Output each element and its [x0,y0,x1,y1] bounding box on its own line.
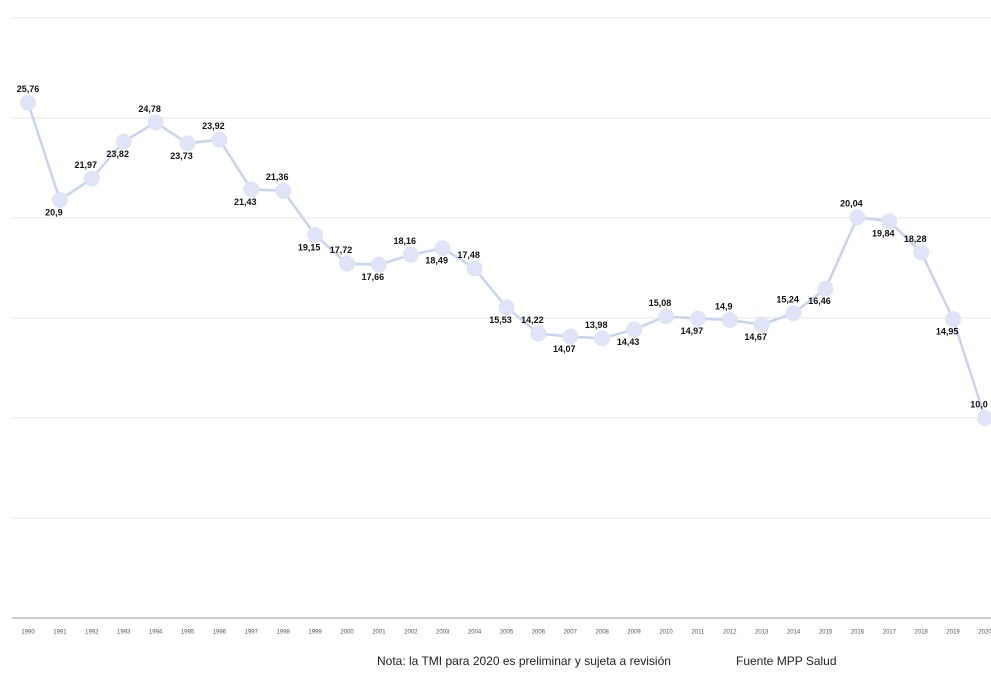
value-label: 21,43 [234,197,257,207]
point [562,328,579,345]
x-tick-label: 2003 [436,630,450,636]
x-tick-label: 1991 [53,630,67,636]
value-label: 15,24 [776,295,799,305]
x-tick-label: 1999 [308,630,322,636]
value-label: 13,98 [585,320,608,330]
point [594,330,611,347]
point [466,260,483,277]
x-tick-label: 2011 [691,630,705,636]
x-tick-label: 1995 [181,630,195,636]
x-tick-label: 1996 [213,630,227,636]
value-label: 15,08 [649,298,672,308]
x-tick-label: 2008 [596,630,610,636]
point [977,410,991,426]
point [243,181,260,198]
value-label: 21,36 [266,172,289,182]
point [498,299,515,316]
point [530,325,547,342]
value-label: 14,43 [617,337,640,347]
value-label: 23,82 [106,149,129,159]
point [881,213,898,230]
value-label: 19,15 [298,242,321,252]
value-label: 21,97 [75,160,98,170]
x-tick-label: 1993 [117,630,131,636]
point [51,192,68,208]
x-tick-label: 2001 [372,630,386,636]
point [913,244,930,261]
value-label: 14,67 [744,332,767,342]
point [147,114,164,131]
point [817,280,834,297]
value-label: 17,72 [330,245,353,255]
x-tick-label: 1992 [85,630,99,636]
point [945,311,962,327]
x-tick-label: 2005 [500,630,514,636]
value-label: 23,73 [170,151,193,161]
value-label: 14,9 [715,301,733,311]
point [83,170,100,187]
x-tick-label: 2007 [564,630,578,636]
source: Fuente MPP Salud [736,654,837,668]
value-label: 17,66 [362,272,385,282]
value-label: 23,92 [202,121,225,131]
value-label: 18,28 [904,234,927,244]
point [434,240,451,257]
point [753,316,770,333]
point [211,131,228,148]
x-tick-label: 1990 [21,630,35,636]
x-tick-label: 2018 [915,630,929,636]
point [115,133,132,150]
value-label: 10,0 [970,399,988,409]
x-tick-label: 2002 [404,630,418,636]
value-label: 25,76 [17,84,40,94]
value-label: 20,04 [840,199,863,209]
point [370,256,387,273]
x-tick-label: 2004 [468,630,482,636]
value-label: 19,84 [872,229,895,239]
x-tick-label: 1997 [245,630,259,636]
point [275,182,292,199]
x-tick-label: 2012 [723,630,737,636]
value-label: 14,07 [553,344,576,354]
x-tick-label: 2000 [340,630,354,636]
value-label: 14,95 [936,326,959,336]
x-tick-label: 2006 [532,630,546,636]
x-tick-label: 2014 [787,630,801,636]
x-tick-label: 2019 [946,630,960,636]
point [179,135,196,152]
point [402,246,419,263]
x-tick-label: 1998 [277,630,291,636]
value-label: 17,48 [457,250,480,260]
x-tick-label: 2015 [819,630,833,636]
x-tick-label: 1994 [149,630,163,636]
x-tick-label: 2017 [883,630,897,636]
value-label: 18,49 [425,256,448,266]
point [849,209,866,226]
value-label: 14,22 [521,315,544,325]
value-label: 24,78 [138,104,161,114]
note: Nota: la TMI para 2020 es preliminar y s… [377,654,671,668]
x-tick-label: 2009 [627,630,641,636]
point [658,308,674,325]
x-tick-label: 2010 [659,630,673,636]
point [307,227,324,243]
point [626,321,643,338]
x-tick-label: 2016 [851,630,865,636]
value-label: 16,46 [808,296,831,306]
point [20,94,36,111]
point [721,312,738,328]
value-label: 15,53 [489,315,512,325]
x-tick-label: 2013 [755,630,769,636]
point [785,305,802,322]
point [339,255,355,272]
value-label: 20,9 [45,207,63,217]
point [689,310,706,327]
value-label: 18,16 [394,236,417,246]
x-tick-label: 2020 [978,630,991,636]
value-label: 14,97 [681,326,704,336]
